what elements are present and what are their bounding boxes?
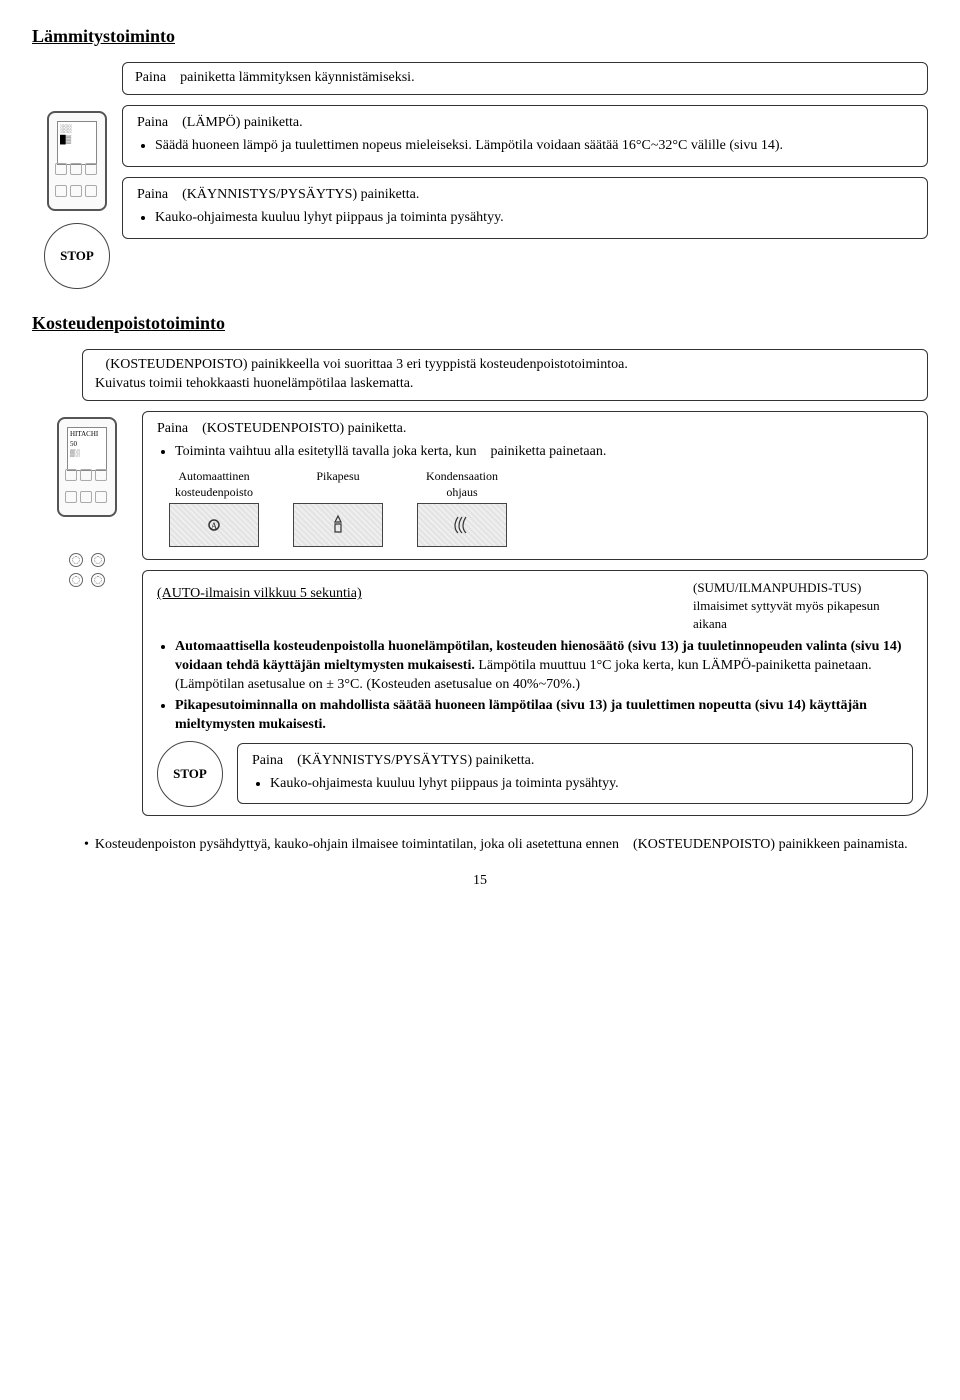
dehum-step1-line: Paina (KOSTEUDENPOISTO) painiketta.: [157, 420, 913, 439]
svg-text:A: A: [211, 521, 218, 531]
heating-intro-text: Paina painiketta lämmityksen käynnistämi…: [135, 70, 415, 85]
stop-label-heating: STOP: [60, 247, 94, 265]
mode-cond-box: [417, 503, 507, 547]
heating-step1-line: Paina (LÄMPÖ) painiketta.: [137, 114, 913, 133]
page-number: 15: [32, 872, 928, 891]
heating-step2-line: Paina (KÄYNNISTYS/PYSÄYTYS) painiketta.: [137, 186, 913, 205]
heating-step1-box: Paina (LÄMPÖ) painiketta. Säädä huoneen …: [122, 105, 928, 167]
stop-button-dehum: STOP: [157, 741, 223, 807]
dehum-intro-2: Kuivatus toimii tehokkaasti huonelämpöti…: [95, 375, 915, 394]
dehum-para2: Pikapesutoiminnalla on mahdollista säätä…: [175, 697, 913, 735]
heating-intro-box: Paina painiketta lämmityksen käynnistämi…: [122, 62, 928, 95]
mode-auto-bot: kosteudenpoisto: [175, 484, 253, 500]
dehum-stop-line: Paina (KÄYNNISTYS/PYSÄYTYS) painiketta.: [252, 752, 898, 771]
dehum-intro-1: (KOSTEUDENPOISTO) painikkeella voi suori…: [95, 356, 915, 375]
mode-cond-bot: ohjaus: [446, 484, 477, 500]
remote-illustration-2: HITACHI50▒░: [57, 417, 117, 517]
mode-icon-3: [69, 573, 83, 587]
mode-auto-top: Automaattinen: [178, 468, 249, 484]
dehum-final-text: Kosteudenpoiston pysähdyttyä, kauko-ohja…: [95, 836, 908, 855]
heating-step1-bullet: Säädä huoneen lämpö ja tuulettimen nopeu…: [155, 137, 913, 156]
remote-illustration-col-2: HITACHI50▒░: [32, 411, 142, 587]
heating-step2-bullet: Kauko-ohjaimesta kuuluu lyhyt piippaus j…: [155, 209, 913, 228]
dehum-stop-bullet: Kauko-ohjaimesta kuuluu lyhyt piippaus j…: [270, 775, 898, 794]
stop-button-heating: STOP: [44, 223, 110, 289]
dehum-details-box: (AUTO-ilmaisin vilkkuu 5 sekuntia) (SUMU…: [142, 570, 928, 815]
dehum-step1-box: Paina (KOSTEUDENPOISTO) painiketta. Toim…: [142, 411, 928, 560]
heating-step2-box: Paina (KÄYNNISTYS/PYSÄYTYS) painiketta. …: [122, 177, 928, 239]
stop-label-dehum: STOP: [173, 765, 207, 783]
mode-cond-top: Kondensaation: [426, 468, 498, 484]
remote-illustration-col: ░░█▒ STOP: [32, 105, 122, 289]
dehum-step1-bullet: Toiminta vaihtuu alla esitetyllä tavalla…: [175, 443, 913, 462]
mode-icon-2: [91, 553, 105, 567]
dehum-intro-box: (KOSTEUDENPOISTO) painikkeella voi suori…: [82, 349, 928, 401]
remote-illustration: ░░█▒: [47, 111, 107, 211]
dehum-stop-row: STOP Paina (KÄYNNISTYS/PYSÄYTYS) painike…: [157, 741, 913, 807]
dehum-final-note: • Kosteudenpoiston pysähdyttyä, kauko-oh…: [84, 836, 928, 855]
mode-quick-box: [293, 503, 383, 547]
heating-title: Lämmitystoiminto: [32, 24, 928, 48]
mode-row: Automaattinen kosteudenpoisto A Pikapesu…: [169, 468, 913, 547]
dehum-para1: Automaattisella kosteudenpoistolla huone…: [175, 638, 913, 695]
mode-icon-4: [91, 573, 105, 587]
mode-quick-label: Pikapesu: [316, 468, 359, 484]
side-note: (SUMU/ILMANPUHDIS-TUS) ilmaisimet syttyv…: [693, 579, 913, 632]
mode-auto-box: A: [169, 503, 259, 547]
mode-icon: [69, 553, 83, 567]
dehum-title: Kosteudenpoistotoiminto: [32, 311, 928, 335]
auto-indicator-note: (AUTO-ilmaisin vilkkuu 5 sekuntia): [157, 583, 362, 606]
